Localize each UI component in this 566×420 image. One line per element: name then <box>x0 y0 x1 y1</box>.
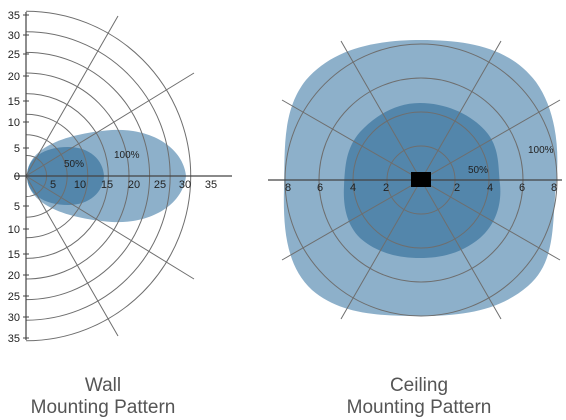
wall-radial-lines <box>25 15 195 337</box>
wall-axis-tick: 5 <box>50 179 56 191</box>
wall-left-tick: 35 <box>8 333 20 345</box>
wall-left-tick: 30 <box>8 30 20 42</box>
wall-caption-line2: Mounting Pattern <box>31 397 176 418</box>
ceiling-axis-tick: 4 <box>350 182 356 194</box>
ceiling-inner-label: 50% <box>468 165 488 176</box>
wall-inner-label: 50% <box>64 159 84 170</box>
ceiling-pattern: 8 6 4 2 2 4 6 8 50% 100% Ceiling Mountin… <box>268 40 562 418</box>
wall-left-tick-labels: 35 30 25 20 15 10 5 0 5 10 15 20 25 30 3… <box>8 10 20 345</box>
wall-spoke-30-up <box>25 72 195 177</box>
ceiling-caption-line2: Mounting Pattern <box>347 397 492 418</box>
wall-left-tick: 30 <box>8 312 20 324</box>
ceiling-axis-tick-labels: 8 6 4 2 2 4 6 8 <box>285 182 557 194</box>
ceiling-outer-label: 100% <box>528 145 554 156</box>
wall-axis-tick-labels: 5 10 15 20 25 30 35 <box>50 179 217 191</box>
wall-left-tick: 20 <box>8 270 20 282</box>
ceiling-axis-tick: 4 <box>487 182 493 194</box>
ceiling-axis-tick: 8 <box>285 182 291 194</box>
wall-axis-tick: 10 <box>74 179 86 191</box>
wall-pattern: 35 30 25 20 15 10 5 0 5 10 15 20 25 30 3… <box>8 10 232 418</box>
wall-axis-tick: 30 <box>179 179 191 191</box>
wall-left-tick: 10 <box>8 224 20 236</box>
wall-left-tick: 15 <box>8 96 20 108</box>
ceiling-axis-tick: 8 <box>551 182 557 194</box>
wall-axis-tick: 20 <box>128 179 140 191</box>
wall-left-tick-marks <box>23 14 29 339</box>
ceiling-caption-line1: Ceiling <box>390 375 448 396</box>
wall-left-tick: 25 <box>8 49 20 61</box>
wall-left-tick: 5 <box>14 201 20 213</box>
wall-outer-label: 100% <box>114 150 140 161</box>
wall-spoke-60-down <box>25 175 119 337</box>
ceiling-axis-tick: 2 <box>383 182 389 194</box>
ceiling-axis-tick: 6 <box>519 182 525 194</box>
wall-axis-tick: 25 <box>154 179 166 191</box>
wall-left-tick: 0 <box>14 171 20 183</box>
wall-caption-line1: Wall <box>85 375 121 396</box>
wall-left-tick: 20 <box>8 71 20 83</box>
wall-spoke-60-up <box>25 15 119 177</box>
wall-axis-tick: 35 <box>205 179 217 191</box>
wall-axis-tick: 15 <box>101 179 113 191</box>
ceiling-axis-tick: 6 <box>317 182 323 194</box>
ceiling-sensor-marker <box>411 172 431 187</box>
wall-spoke-30-down <box>25 175 195 280</box>
wall-left-tick: 5 <box>14 143 20 155</box>
wall-left-tick: 10 <box>8 117 20 129</box>
ceiling-axis-tick: 2 <box>454 182 460 194</box>
wall-left-tick: 15 <box>8 249 20 261</box>
wall-left-tick: 25 <box>8 291 20 303</box>
wall-left-tick: 35 <box>8 10 20 22</box>
